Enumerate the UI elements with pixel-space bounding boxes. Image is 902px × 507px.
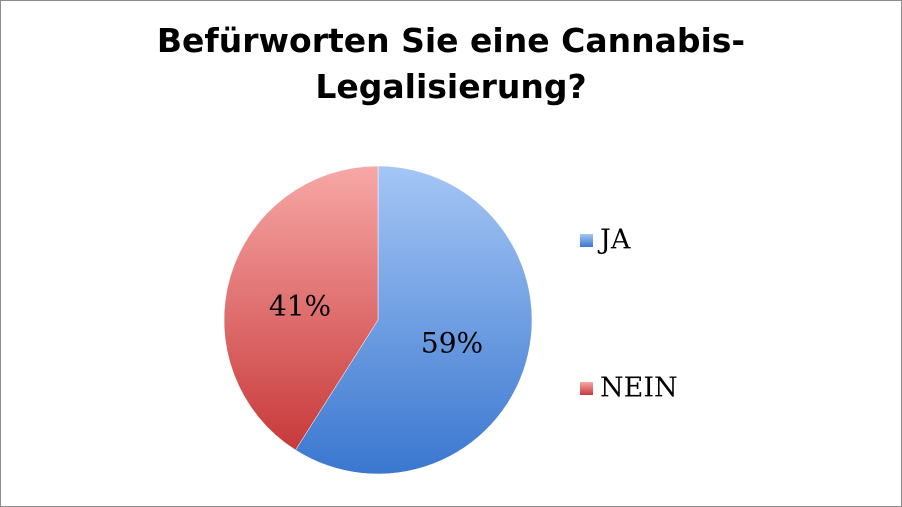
pie-slices <box>223 165 533 475</box>
pie-slice-labels: 59% 41% <box>269 290 483 360</box>
chart-title-line-2: Legalisierung? <box>315 67 587 106</box>
chart-title-line-1: Befürworten Sie eine Cannabis- <box>156 21 746 60</box>
pie-slice-ja <box>295 165 533 475</box>
chart-title: Befürworten Sie eine Cannabis- Legalisie… <box>0 18 902 110</box>
legend-label-ja: JA <box>597 225 631 256</box>
pie-slice-nein <box>223 165 379 451</box>
legend-label-nein: NEIN <box>600 373 678 404</box>
legend: JA NEIN <box>580 225 678 404</box>
legend-swatch-ja <box>580 234 593 247</box>
data-label-ja: 59% <box>421 327 483 360</box>
legend-swatch-nein <box>580 382 593 395</box>
data-label-nein: 41% <box>269 290 331 323</box>
